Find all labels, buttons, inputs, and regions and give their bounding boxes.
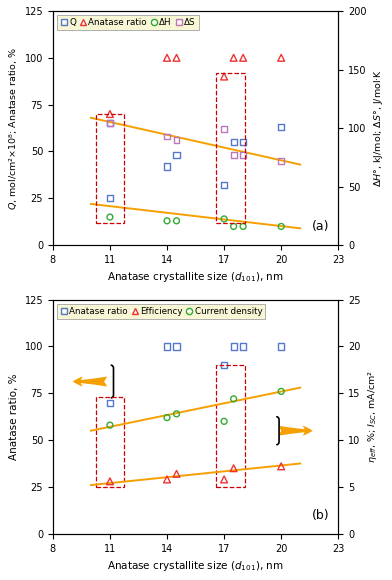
Point: [240, 151, 246, 160]
Point: [221, 214, 227, 223]
Point: [173, 151, 180, 160]
Point: [164, 162, 170, 171]
Point: [240, 222, 246, 231]
Point: [230, 53, 237, 63]
Point: [107, 477, 113, 486]
Point: [173, 53, 180, 63]
Point: [107, 420, 113, 430]
Point: [107, 119, 113, 128]
Point: [173, 216, 180, 226]
Point: [221, 124, 227, 133]
Point: [278, 462, 284, 471]
Point: [221, 72, 227, 81]
Point: [230, 137, 237, 147]
Point: [173, 136, 180, 145]
Legend: Anatase ratio, Efficiency, Current density: Anatase ratio, Efficiency, Current densi…: [57, 304, 265, 319]
Bar: [216, 365, 245, 487]
Point: [230, 222, 237, 231]
Point: [164, 413, 170, 422]
Point: [230, 394, 237, 404]
Point: [278, 387, 284, 396]
Point: [164, 53, 170, 63]
Point: [278, 122, 284, 132]
Point: [221, 475, 227, 484]
Y-axis label: Δ$H$°, kJ/mol; Δ$S$°, J/mol·K: Δ$H$°, kJ/mol; Δ$S$°, J/mol·K: [372, 69, 385, 187]
Bar: [216, 72, 245, 223]
Point: [221, 180, 227, 190]
Point: [173, 409, 180, 419]
Point: [107, 110, 113, 119]
Legend: Q, Anatase ratio, ΔH, ΔS: Q, Anatase ratio, ΔH, ΔS: [57, 15, 199, 30]
Point: [240, 342, 246, 351]
Bar: [96, 114, 124, 223]
Point: [240, 53, 246, 63]
Point: [164, 475, 170, 484]
Bar: [96, 397, 124, 487]
Point: [107, 119, 113, 128]
Y-axis label: Anatase ratio, %: Anatase ratio, %: [9, 374, 19, 460]
Point: [230, 463, 237, 473]
Text: (a): (a): [312, 220, 330, 234]
Y-axis label: $\eta_{eff}$, %; $I_{SC}$, mA/cm²: $\eta_{eff}$, %; $I_{SC}$, mA/cm²: [366, 370, 379, 463]
X-axis label: Anatase crystallite size ($d_{101}$), nm: Anatase crystallite size ($d_{101}$), nm: [107, 559, 284, 573]
Point: [107, 212, 113, 222]
Point: [230, 342, 237, 351]
Point: [107, 194, 113, 203]
Point: [230, 151, 237, 160]
X-axis label: Anatase crystallite size ($d_{101}$), nm: Anatase crystallite size ($d_{101}$), nm: [107, 270, 284, 284]
Point: [164, 342, 170, 351]
Point: [278, 156, 284, 165]
Point: [164, 216, 170, 226]
Point: [173, 342, 180, 351]
Point: [221, 361, 227, 370]
Point: [107, 398, 113, 407]
Point: [173, 469, 180, 478]
Point: [278, 222, 284, 231]
Point: [278, 342, 284, 351]
Point: [278, 53, 284, 63]
Text: (b): (b): [312, 509, 330, 522]
Point: [221, 416, 227, 426]
Y-axis label: $Q$, mol/cm²×10⁸; Anatase ratio, %: $Q$, mol/cm²×10⁸; Anatase ratio, %: [7, 46, 19, 209]
Point: [240, 137, 246, 147]
Point: [164, 132, 170, 141]
